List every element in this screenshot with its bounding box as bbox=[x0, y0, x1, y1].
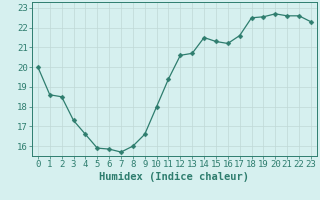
X-axis label: Humidex (Indice chaleur): Humidex (Indice chaleur) bbox=[100, 172, 249, 182]
